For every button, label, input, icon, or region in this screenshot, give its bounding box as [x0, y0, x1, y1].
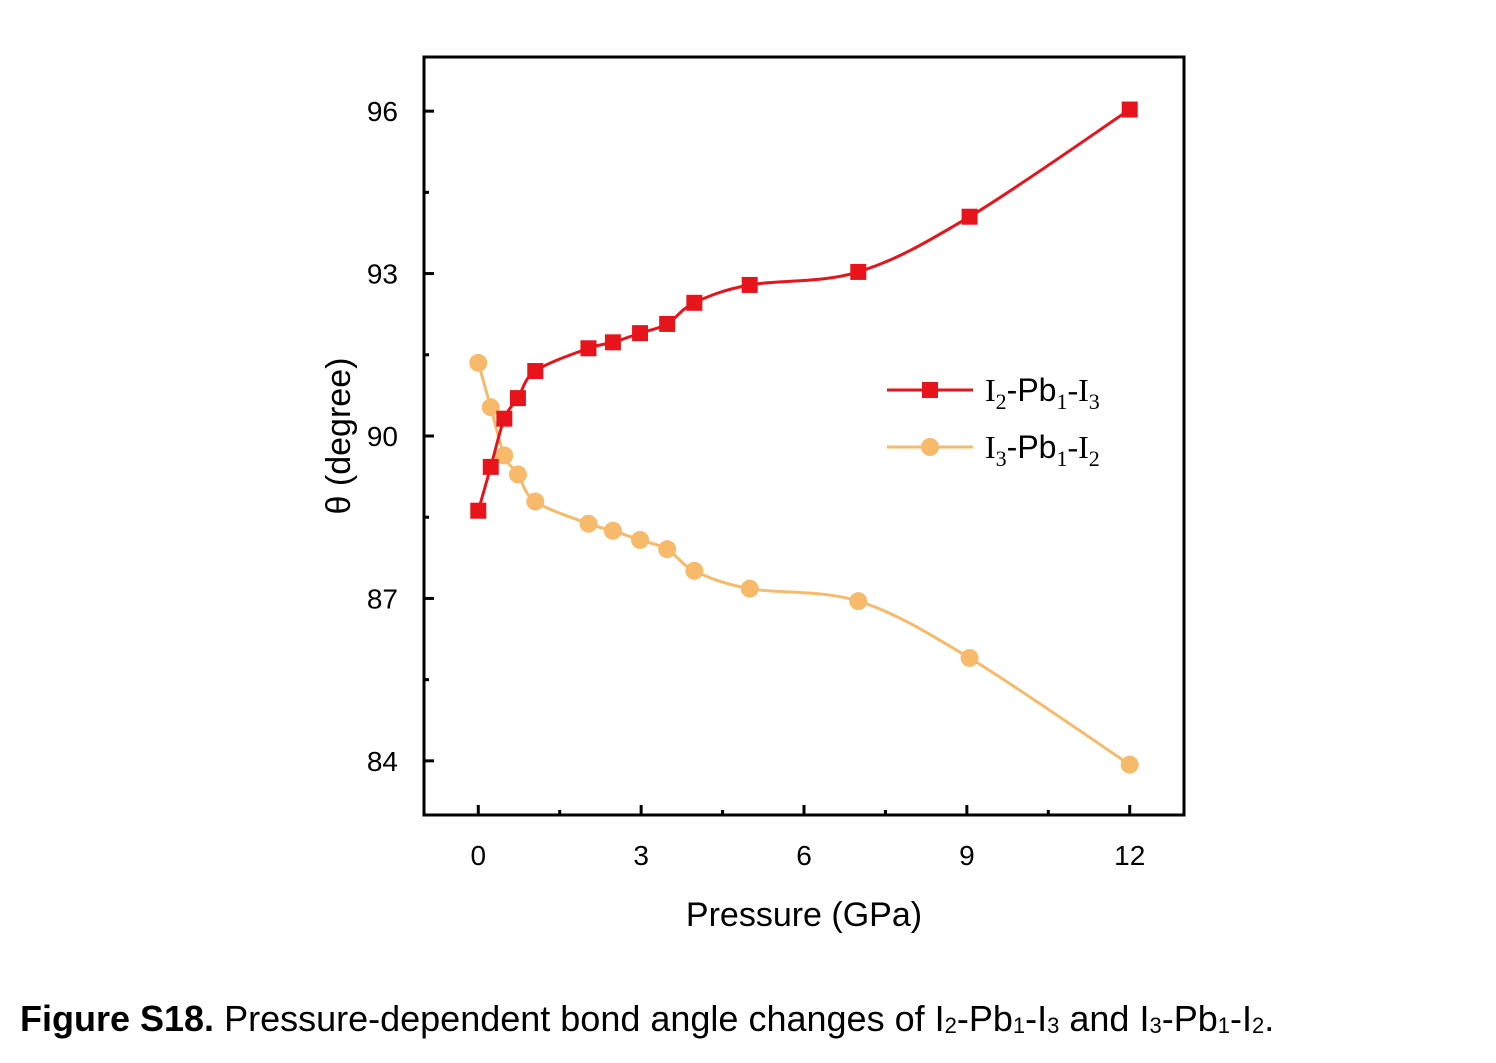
caption-text: -Pb [956, 998, 1013, 1039]
data-point-square [686, 294, 703, 311]
data-point-square [580, 340, 597, 357]
data-point-circle [631, 530, 650, 549]
data-point-square [509, 390, 526, 407]
legend-subscript: 3 [996, 446, 1007, 471]
data-point-square [496, 410, 513, 427]
data-point-square [527, 363, 544, 380]
series-line [476, 362, 1131, 766]
series-group [469, 101, 1139, 774]
legend-label: I3-Pb1-I2 [985, 429, 1100, 471]
data-point-circle [469, 353, 488, 372]
x-tick-label: 3 [633, 840, 649, 871]
y-tick-label: 84 [367, 746, 398, 777]
data-point-square [604, 334, 621, 351]
legend-label-part: I [985, 372, 996, 408]
caption-subscript: 3 [1047, 1013, 1060, 1038]
legend-label-part: -I [1067, 429, 1088, 465]
x-tick-label: 6 [796, 840, 812, 871]
data-point-circle [579, 514, 598, 533]
data-point-square [1121, 101, 1138, 118]
data-point-circle [960, 648, 979, 667]
data-point-circle [526, 492, 545, 511]
x-tick-label: 9 [959, 840, 975, 871]
legend-subscript: 1 [1056, 446, 1067, 471]
data-point-square [470, 502, 487, 519]
data-point-square [961, 208, 978, 225]
legend-subscript: 2 [1089, 446, 1100, 471]
data-point-square [741, 276, 758, 293]
y-tick-label: 87 [367, 583, 398, 614]
data-point-circle [740, 579, 759, 598]
data-point-circle [508, 465, 527, 484]
data-point-circle [495, 446, 514, 465]
legend-label-part: -Pb [1007, 372, 1057, 408]
caption-subscript: 2 [944, 1013, 957, 1038]
caption-text: -I [1229, 998, 1252, 1039]
caption-text: and I [1059, 998, 1150, 1039]
x-tick-label: 12 [1114, 840, 1145, 871]
caption-subscript: 3 [1149, 1013, 1162, 1038]
caption-text: Pressure-dependent bond angle changes of… [214, 998, 945, 1039]
caption-subscript: 1 [1217, 1013, 1230, 1038]
legend-label-part: -I [1067, 372, 1088, 408]
data-point-square [659, 315, 676, 332]
legend-subscript: 2 [996, 389, 1007, 414]
legend-marker-circle [921, 438, 939, 456]
figure-caption: Figure S18. Pressure-dependent bond angl… [20, 995, 1490, 1043]
caption-subscript: 2 [1251, 1013, 1265, 1038]
legend-label-part: I [985, 429, 996, 465]
y-tick-label: 93 [367, 259, 398, 290]
y-tick-label: 96 [367, 96, 398, 127]
data-point-square [632, 325, 649, 342]
legend-label: I2-Pb1-I3 [985, 372, 1100, 414]
data-point-square [482, 458, 499, 475]
data-point-circle [849, 592, 868, 611]
data-point-circle [685, 561, 704, 580]
legend-subscript: 1 [1056, 389, 1067, 414]
caption-label: Figure S18. [20, 998, 215, 1039]
data-point-circle [603, 521, 622, 540]
data-point-square [850, 263, 867, 280]
caption-text: -I [1025, 998, 1048, 1039]
legend-subscript: 3 [1089, 389, 1100, 414]
x-axis-title: Pressure (GPa) [686, 896, 922, 934]
x-tick-label: 0 [470, 840, 486, 871]
caption-subscript: 1 [1012, 1013, 1026, 1038]
caption-text: -Pb [1161, 998, 1218, 1039]
y-tick-label: 90 [367, 421, 398, 452]
legend-label-part: -Pb [1007, 429, 1057, 465]
data-point-circle [481, 398, 500, 417]
data-point-circle [658, 540, 677, 559]
y-axis-title: θ (degree) [320, 358, 358, 515]
data-point-circle [1120, 755, 1139, 774]
caption-text: . [1264, 998, 1275, 1039]
legend-marker-square [922, 382, 938, 398]
